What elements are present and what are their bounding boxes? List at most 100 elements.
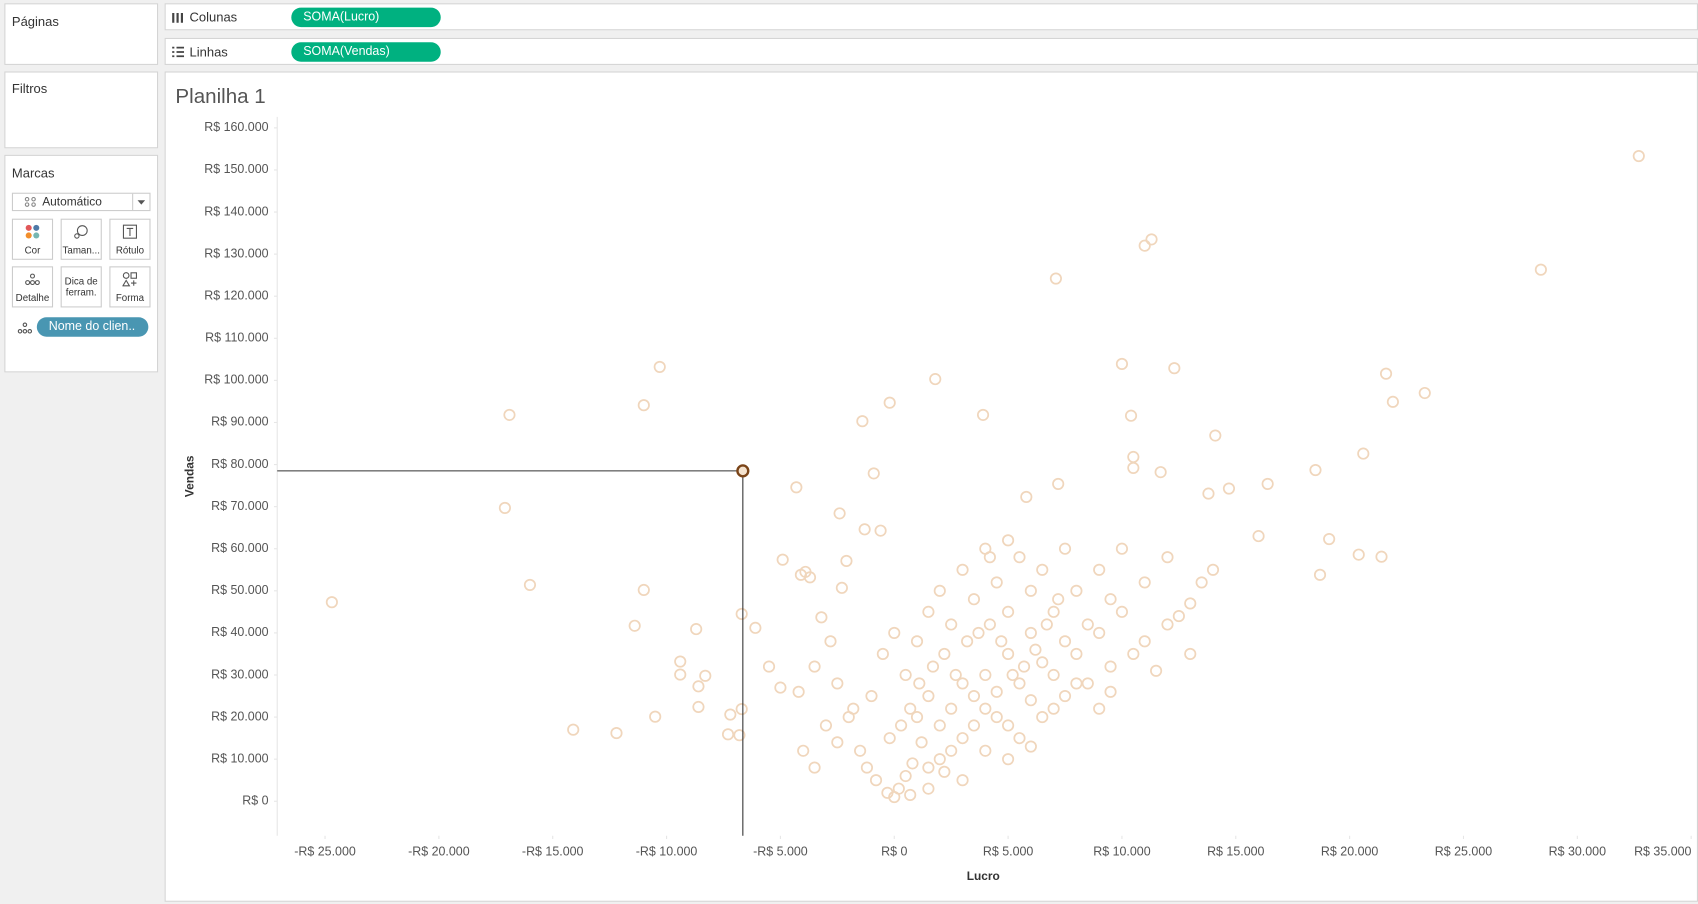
scatter-point [792,685,805,698]
y-tick-label: R$ 40.000 [211,625,268,639]
scatter-point [1029,643,1042,656]
scatter-point [1040,618,1053,631]
x-tick-label: R$ 10.000 [1093,844,1150,858]
scatter-point [724,708,737,721]
columns-shelf: Colunas SOMA(Lucro) [164,3,1698,31]
scatter-point [1049,272,1062,285]
scatter-point [1070,647,1083,661]
scatter-point [1024,694,1037,707]
scatter-point [915,736,928,749]
scatter-point [692,680,705,693]
scatter-point [699,669,712,682]
label-card[interactable]: Rótulo [109,218,151,260]
scatter-point [956,774,969,787]
scatter-point [1195,576,1208,589]
scatter-point [1104,685,1117,698]
scatter-point [1036,711,1049,724]
scatter-point [1024,626,1037,639]
scatter-point [1024,584,1037,597]
card-label: Cor [24,244,41,256]
scatter-point [847,702,860,715]
scatter-point [892,782,905,795]
scatter-point [1124,409,1138,422]
scatter-point [906,757,919,770]
scatter-point [735,607,748,621]
columns-pill[interactable]: SOMA(Lucro) [291,7,441,28]
scatter-point [1081,618,1094,631]
scatter-point [938,765,951,778]
y-tick-label: R$ 90.000 [211,415,268,429]
scatter-point [990,711,1003,724]
scatter-point [1172,610,1185,623]
scatter-point [1052,593,1065,606]
x-tick-label: R$ 20.000 [1321,844,1378,858]
y-tick-label: R$ 50.000 [211,583,268,597]
scatter-point [1115,605,1129,618]
y-tick-label: R$ 0 [242,794,268,808]
scatter-point [910,711,924,724]
scatter-point [860,761,873,774]
x-tick-label: R$ 30.000 [1549,844,1606,858]
scatter-point [1024,740,1037,753]
scatter-point [956,732,969,745]
scatter-point [1313,568,1327,581]
marks-card: Marcas Automático Cor Taman... Rótulo De… [4,154,159,373]
scatter-point [1036,563,1049,576]
rows-icon [172,46,185,58]
scatter-point [762,660,776,673]
x-tick-label: R$ 15.000 [1207,844,1264,858]
scatter-point [967,593,981,606]
scatter-point [1357,447,1370,460]
scatter-point [1375,550,1388,563]
scatter-point [983,551,996,564]
scatter-point [1013,677,1026,690]
x-axis-title: Lucro [967,869,1000,883]
card-label: Detalhe [15,292,50,304]
rows-pill[interactable]: SOMA(Vendas) [291,42,441,62]
scatter-point [735,703,748,716]
scatter-point [776,553,789,566]
scatter-point [833,507,846,520]
scatter-point [858,523,871,536]
shape-card[interactable]: Forma [109,266,151,308]
scatter-point [1309,463,1322,477]
mark-type-dropdown[interactable]: Automático [11,192,151,212]
scatter-point [899,668,912,682]
scatter-point [1161,551,1174,564]
x-tick-label: -R$ 10.000 [636,844,698,858]
card-label: Forma [115,292,145,304]
scatter-point [922,782,935,795]
scatter-point [1379,367,1393,380]
scatter-point [856,415,869,428]
scatter-point [610,727,623,740]
scatter-point [674,655,687,668]
scatter-point [1323,532,1336,546]
scatter-point [1127,461,1140,474]
color-card[interactable]: Cor [11,218,54,260]
scatter-point [990,685,1003,698]
size-card[interactable]: Taman... [60,218,102,260]
scatter-point [1093,563,1106,576]
scatter-point [904,702,917,715]
detail-card[interactable]: Detalhe [11,266,54,308]
scatter-point [967,689,981,703]
scatter-point [933,719,946,732]
scatter-point [888,626,901,639]
scatter-point [1058,635,1072,648]
scatter-point [498,501,511,514]
tooltip-card[interactable]: Dica de ferram. [60,266,102,308]
detail-pill[interactable]: Nome do clien.. [36,317,149,337]
x-tick-label: R$ 5.000 [983,844,1034,858]
scatter-point [1093,626,1106,639]
scatter-point [1154,466,1167,479]
scatter-point [523,578,537,591]
scatter-point [899,769,912,783]
scatter-point [1070,584,1083,597]
card-label: Dica de ferram. [64,276,98,298]
scatter-point [865,689,878,703]
scatter-point [961,635,974,648]
scatter-point [1020,490,1033,504]
scatter-point [883,396,896,409]
scatter-point [922,605,935,618]
